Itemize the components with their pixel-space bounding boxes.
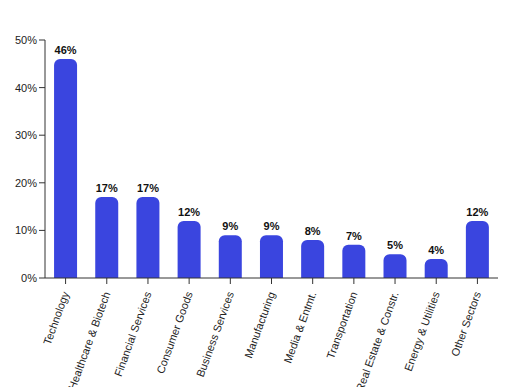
svg-text:50%: 50% [15, 34, 37, 46]
svg-text:17%: 17% [137, 182, 159, 194]
svg-text:5%: 5% [387, 239, 403, 251]
svg-text:46%: 46% [55, 44, 77, 56]
svg-text:Transportation: Transportation [324, 290, 359, 360]
svg-text:Media & Entmt.: Media & Entmt. [281, 290, 318, 365]
svg-text:7%: 7% [346, 230, 362, 242]
svg-text:8%: 8% [305, 225, 321, 237]
svg-text:Energy & Utilities: Energy & Utilities [402, 289, 442, 372]
svg-text:Technology: Technology [41, 289, 71, 346]
svg-text:12%: 12% [178, 206, 200, 218]
svg-text:9%: 9% [222, 220, 238, 232]
svg-text:9%: 9% [264, 220, 280, 232]
svg-text:Healthcare & Biotech: Healthcare & Biotech [66, 290, 113, 387]
svg-text:Manufacturing: Manufacturing [242, 290, 277, 360]
svg-text:20%: 20% [15, 177, 37, 189]
svg-text:Other Sectors: Other Sectors [449, 289, 484, 357]
svg-text:0%: 0% [21, 272, 37, 284]
svg-text:Consumer Goods: Consumer Goods [154, 289, 195, 375]
svg-text:30%: 30% [15, 129, 37, 141]
svg-text:Real Estate & Constr.: Real Estate & Constr. [353, 290, 400, 387]
svg-text:10%: 10% [15, 224, 37, 236]
svg-text:Business Services: Business Services [194, 289, 236, 378]
svg-text:17%: 17% [96, 182, 118, 194]
svg-text:40%: 40% [15, 82, 37, 94]
svg-text:4%: 4% [428, 244, 444, 256]
svg-text:12%: 12% [466, 206, 488, 218]
svg-text:Financial Services: Financial Services [112, 289, 154, 377]
